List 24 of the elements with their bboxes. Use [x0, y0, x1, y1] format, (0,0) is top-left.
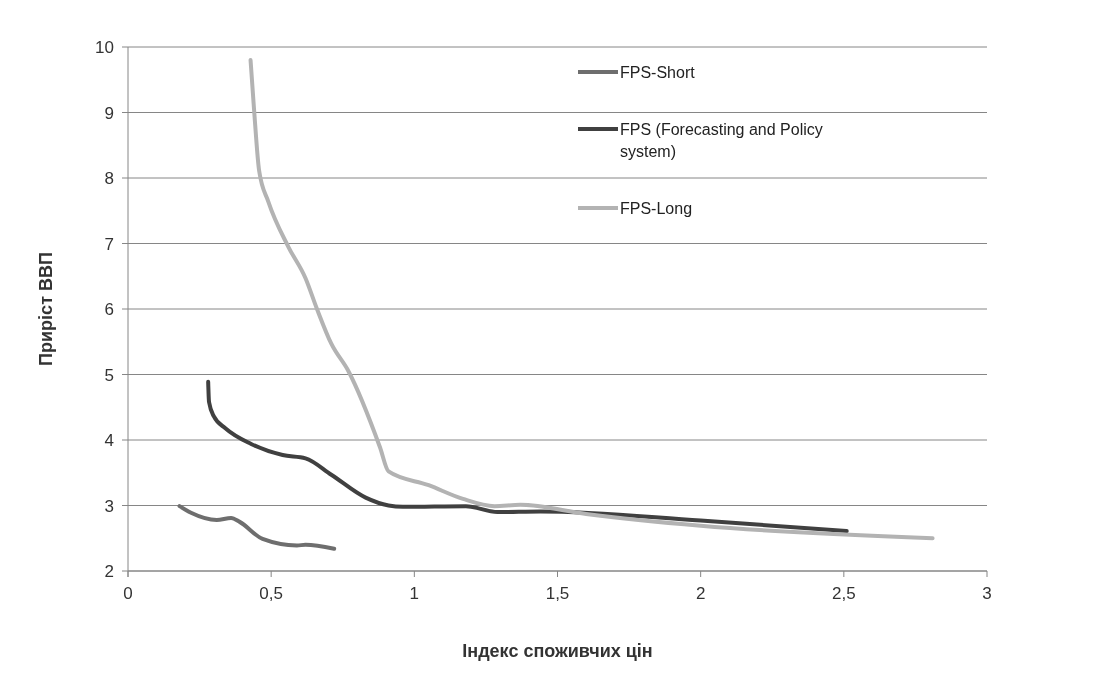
- x-tick-label: 1: [409, 584, 420, 603]
- y-tick-label: 9: [104, 103, 114, 123]
- x-tick-label: 1,5: [545, 584, 570, 603]
- y-tick-label: 7: [104, 234, 114, 254]
- legend-label: FPS-Long: [620, 200, 693, 217]
- y-tick-label: 5: [104, 365, 114, 385]
- x-tick-label: 0: [123, 584, 133, 603]
- x-tick-label: 2,5: [832, 584, 856, 603]
- legend-label: FPS-Short: [620, 64, 696, 81]
- x-tick-label: 2: [695, 584, 706, 603]
- y-tick-label: 8: [104, 169, 114, 188]
- x-tick-label: 0,5: [259, 584, 283, 603]
- y-tick-label: 10: [95, 38, 114, 57]
- y-tick-label: 3: [104, 496, 114, 516]
- line-series: [248, 58, 935, 541]
- y-tick-label: 4: [104, 431, 114, 450]
- line-series: [206, 379, 849, 534]
- legend-label: FPS (Forecasting and Policy system): [620, 121, 823, 160]
- y-tick-label: 6: [104, 300, 114, 319]
- y-axis-title: Приріст ВВП: [36, 252, 56, 366]
- y-tick-label: 2: [104, 562, 114, 581]
- line-series: [177, 504, 337, 551]
- x-tick-label: 3: [982, 584, 992, 603]
- x-axis-title: Індекс споживчих цін: [462, 641, 653, 661]
